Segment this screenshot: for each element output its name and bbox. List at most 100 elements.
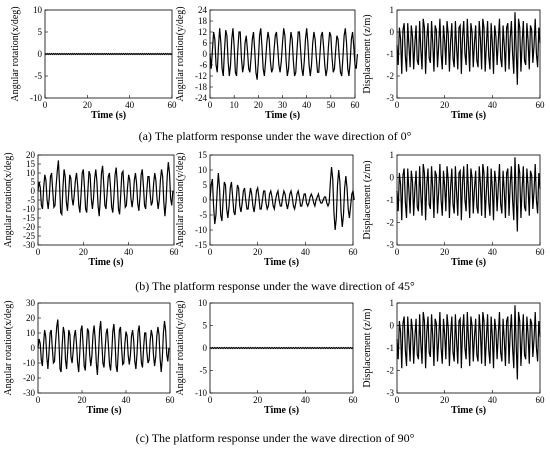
x-tick-label: 60 (166, 395, 176, 405)
y-tick-label: 5 (203, 180, 208, 190)
y-tick-label: 10 (26, 168, 36, 178)
y-tick-label: 24 (198, 5, 208, 15)
y-tick-label: 1 (390, 5, 395, 15)
y-tick-label: -1 (387, 49, 395, 59)
y-tick-label: 6 (203, 38, 208, 48)
x-tick-label: 0 (36, 395, 41, 405)
y-tick-label: -3 (387, 240, 395, 250)
x-axis-label: Time (s) (451, 110, 486, 121)
series-line (209, 28, 359, 80)
y-tick-label: -3 (387, 93, 395, 103)
y-tick-label: 5 (203, 321, 208, 331)
x-tick-label: 0 (208, 395, 213, 405)
y-tick-label: 0 (390, 173, 395, 183)
panel-c2: -10 -5 0 5 10 0 20 40 60 Time (s) Angular rotation… (175, 298, 358, 416)
y-axis-label: Angular rotation(x/deg) (10, 6, 21, 101)
y-tick-label: -5 (28, 195, 36, 205)
y-tick-label: 1 (390, 150, 395, 160)
x-axis-label: Time (s) (451, 405, 486, 416)
x-axis-label: Time (s) (265, 110, 300, 121)
x-axis-label: Time (s) (451, 257, 486, 268)
x-tick-label: 0 (208, 100, 213, 110)
y-tick-label: -20 (23, 222, 35, 232)
y-tick-label: 0 (203, 343, 208, 353)
x-tick-label: 60 (536, 247, 546, 257)
y-tick-label: 5 (31, 177, 36, 187)
series-line (209, 346, 354, 350)
x-tick-label: 40 (301, 395, 311, 405)
y-axis-label: Angular rotation(y/deg) (175, 300, 186, 395)
y-tick-label: -2 (387, 366, 395, 376)
x-tick-label: 40 (301, 247, 311, 257)
series-line (396, 157, 541, 232)
caption-a: (a) The platform response under the wave… (139, 129, 412, 143)
series-line (44, 52, 173, 56)
y-axis-label: Displacement (z/m) (362, 308, 373, 387)
x-tick-label: 40 (488, 247, 498, 257)
x-tick-label: 40 (302, 100, 312, 110)
x-tick-label: 20 (253, 247, 263, 257)
caption-c: (c) The platform response under the wave… (136, 431, 415, 445)
x-axis-label: Time (s) (88, 257, 123, 268)
y-tick-label: 20 (26, 313, 36, 323)
y-tick-label: 10 (33, 5, 43, 15)
y-tick-label: -10 (195, 388, 207, 398)
x-tick-label: 0 (395, 247, 400, 257)
y-tick-label: 0 (203, 49, 208, 59)
x-tick-label: 0 (395, 395, 400, 405)
x-tick-label: 40 (488, 100, 498, 110)
y-tick-label: 10 (198, 298, 208, 308)
y-tick-label: -6 (200, 60, 208, 70)
x-tick-label: 20 (83, 100, 93, 110)
x-tick-label: 0 (43, 100, 48, 110)
x-tick-label: 20 (79, 247, 89, 257)
y-tick-label: 0 (31, 186, 36, 196)
x-tick-label: 40 (122, 395, 132, 405)
x-tick-label: 60 (168, 100, 178, 110)
caption-b: (b) The platform response under the wave… (135, 279, 415, 293)
y-tick-label: 10 (26, 328, 36, 338)
x-axis-label: Time (s) (91, 110, 126, 121)
x-tick-label: 20 (440, 100, 450, 110)
y-tick-label: -18 (195, 82, 207, 92)
y-tick-label: -15 (195, 240, 207, 250)
y-tick-label: 0 (31, 343, 36, 353)
y-tick-label: -1 (387, 195, 395, 205)
y-tick-label: 20 (26, 150, 36, 160)
x-tick-label: 60 (536, 395, 546, 405)
x-tick-label: 60 (170, 247, 180, 257)
y-tick-label: -15 (23, 213, 35, 223)
x-tick-label: 20 (440, 247, 450, 257)
x-tick-label: 20 (254, 100, 264, 110)
y-tick-label: 0 (390, 27, 395, 37)
y-axis-label: Angular rotation(y/deg) (175, 152, 186, 247)
y-axis-label: Angular rotation(x/deg) (3, 300, 14, 395)
y-tick-label: -5 (200, 366, 208, 376)
y-tick-label: -30 (23, 240, 35, 250)
y-tick-label: -20 (23, 373, 35, 383)
y-axis-label: Displacement (z/m) (362, 14, 373, 93)
y-tick-label: 5 (38, 27, 43, 37)
y-tick-label: -10 (23, 358, 35, 368)
x-axis-label: Time (s) (264, 257, 299, 268)
y-axis-label: Angular rotation(x/deg) (3, 152, 14, 247)
y-tick-label: -3 (387, 388, 395, 398)
x-tick-label: 40 (124, 247, 134, 257)
x-axis-label: Time (s) (86, 405, 121, 416)
y-tick-label: -5 (200, 210, 208, 220)
y-tick-label: 15 (198, 150, 208, 160)
series-line (209, 166, 355, 231)
x-tick-label: 60 (349, 247, 359, 257)
y-tick-label: -12 (195, 71, 207, 81)
series-line (37, 319, 170, 376)
y-tick-label: -2 (387, 71, 395, 81)
y-tick-label: -1 (387, 343, 395, 353)
x-tick-label: 60 (351, 100, 361, 110)
y-axis-label: Angular rotation(y/deg) (175, 6, 186, 101)
x-tick-label: 50 (326, 100, 336, 110)
